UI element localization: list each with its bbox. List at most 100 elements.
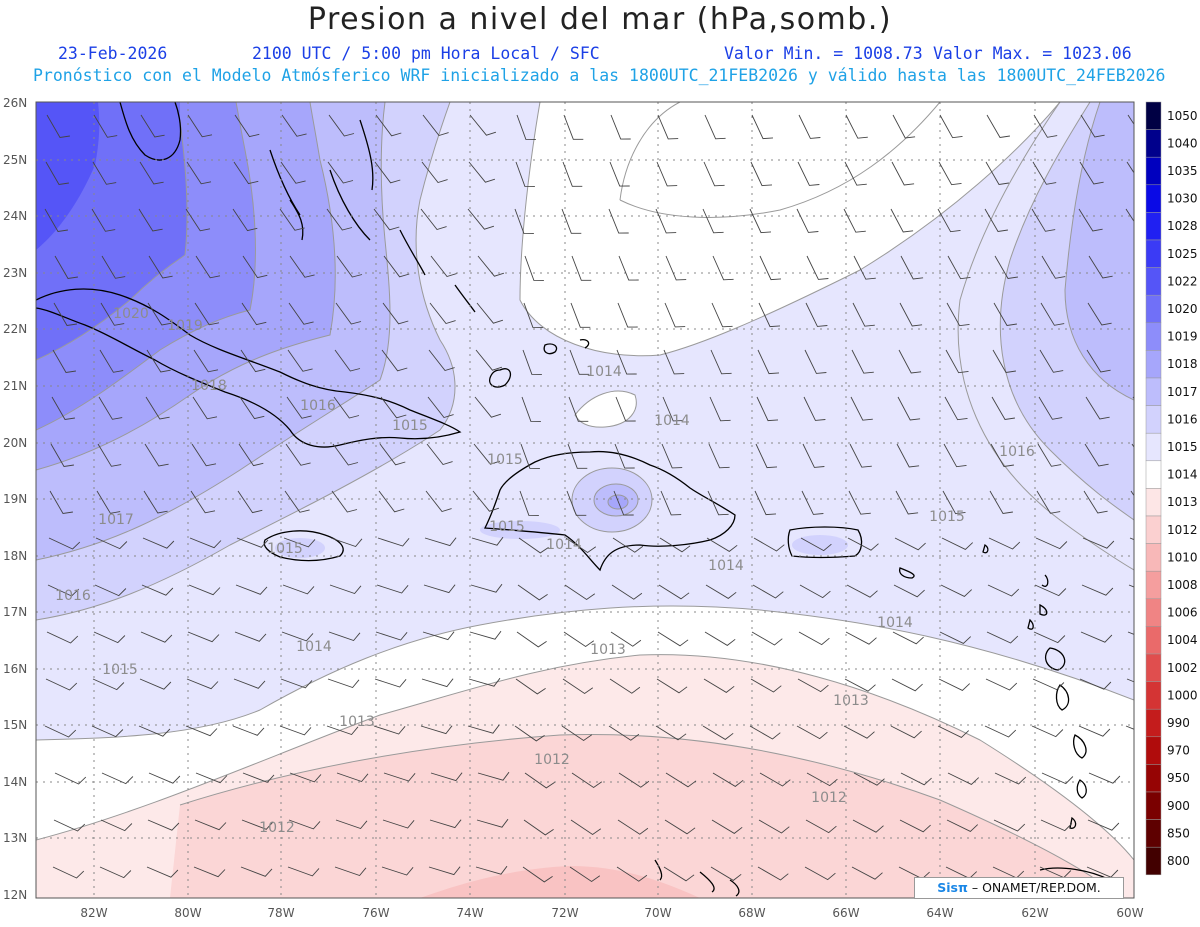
colorbar-label: 1019 [1167, 330, 1198, 344]
wind-barb [235, 584, 268, 595]
wind-barb [138, 208, 163, 232]
wind-barb [94, 584, 127, 597]
wind-barb [758, 819, 790, 834]
wind-barb [1031, 725, 1064, 738]
wind-barb [663, 349, 685, 375]
wind-barb [46, 114, 70, 138]
wind-barb [140, 631, 173, 643]
wind-barb [53, 302, 77, 326]
wind-barb [657, 114, 679, 140]
wind-barb [804, 866, 836, 881]
wind-barb [569, 866, 601, 883]
isobar-value-label: 1012 [811, 790, 847, 806]
colorbar-swatch [1145, 212, 1162, 241]
wind-barb [148, 255, 173, 279]
wind-barb [242, 772, 275, 783]
wind-barb [429, 302, 456, 325]
wind-barb [516, 631, 547, 648]
colorbar-swatch [1145, 598, 1162, 627]
wind-barb [712, 772, 744, 787]
wind-barb [984, 208, 1008, 232]
wind-barb [898, 349, 922, 374]
wind-barb [195, 255, 221, 279]
lat-lon-grid [36, 102, 1134, 898]
wind-barb [1079, 161, 1104, 185]
wind-barb [750, 161, 773, 187]
isobar-value-label: 1012 [259, 820, 295, 836]
wind-barb [284, 490, 310, 513]
wind-barb [285, 443, 311, 466]
wind-barb [46, 631, 79, 644]
wind-barb [427, 396, 454, 419]
wind-barb [1037, 443, 1062, 467]
wind-barb [240, 349, 266, 373]
isobar-value-label: 1018 [191, 378, 227, 394]
wind-barb [946, 302, 970, 327]
lon-label: 72W [551, 906, 578, 920]
wind-barb [327, 678, 360, 689]
wind-barb [897, 396, 921, 421]
colorbar-label: 1008 [1167, 578, 1198, 592]
colorbar-swatch [1145, 156, 1162, 186]
time-label: 2100 UTC / 5:00 pm Hora Local / SFC [252, 44, 600, 63]
latitude-axis: 26N 25N 24N 23N 22N 21N 20N 19N 18N 17N … [3, 96, 27, 902]
wind-barb [853, 255, 876, 280]
wind-barb [53, 819, 86, 832]
colorbar-swatch [1145, 736, 1162, 765]
wind-barb [421, 678, 454, 688]
wind-barb [192, 396, 218, 420]
wind-barbs [44, 114, 1134, 883]
wind-barb [946, 819, 979, 832]
wind-barb [852, 819, 884, 833]
wind-barb [846, 584, 878, 598]
wind-barb [656, 678, 688, 694]
wind-barb [383, 772, 416, 782]
wind-barb [569, 349, 590, 375]
wind-barb [143, 490, 168, 514]
wind-barb [618, 255, 639, 281]
wind-barb [659, 537, 691, 553]
wind-barb [614, 443, 635, 469]
isobar-value-label: 1014 [546, 537, 582, 553]
wind-barb [892, 631, 924, 645]
colorbar-swatch [1145, 267, 1162, 296]
wind-barb [751, 631, 783, 646]
wind-barb [843, 725, 875, 739]
wind-barb [523, 302, 543, 329]
wind-barb [806, 255, 829, 280]
wind-barb [1087, 819, 1120, 831]
wind-barb [806, 772, 838, 787]
wind-barb [993, 819, 1026, 832]
wind-barb [382, 302, 409, 325]
colorbar-swatch [1145, 184, 1162, 213]
colorbar-swatch [1145, 819, 1162, 848]
wind-barb [703, 161, 725, 187]
wind-barb [1078, 725, 1111, 737]
wind-barb [751, 114, 774, 140]
wind-barb [283, 537, 316, 548]
wind-barb [141, 584, 174, 596]
lon-label: 78W [267, 906, 294, 920]
date-label: 23-Feb-2026 [58, 44, 168, 63]
wind-barb [1041, 772, 1074, 785]
wind-barb [289, 255, 315, 278]
wind-barb [232, 208, 258, 232]
wind-barb [568, 396, 589, 422]
wind-barb [986, 114, 1010, 138]
isobar-value-label: 1014 [586, 364, 622, 380]
wind-barb [753, 537, 785, 552]
wind-barb [476, 302, 504, 324]
wind-barb [617, 819, 649, 835]
wind-barb [282, 584, 315, 595]
wind-barb [1127, 114, 1134, 126]
wind-barb [608, 208, 629, 234]
wind-barb [561, 725, 593, 742]
isobar-value-label: 1019 [167, 318, 203, 334]
wind-barb [797, 678, 829, 693]
wind-barb [988, 537, 1021, 550]
wind-barb [139, 678, 172, 690]
colorbar-label: 1025 [1167, 247, 1198, 261]
wind-barb [238, 443, 264, 467]
wind-barb [562, 161, 583, 187]
lat-label: 23N [3, 266, 27, 280]
